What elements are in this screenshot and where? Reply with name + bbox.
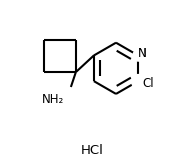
Text: N: N [138,47,147,60]
Text: HCl: HCl [81,144,103,157]
Text: N: N [138,47,147,60]
Text: NH₂: NH₂ [42,93,64,106]
Text: Cl: Cl [143,77,154,90]
